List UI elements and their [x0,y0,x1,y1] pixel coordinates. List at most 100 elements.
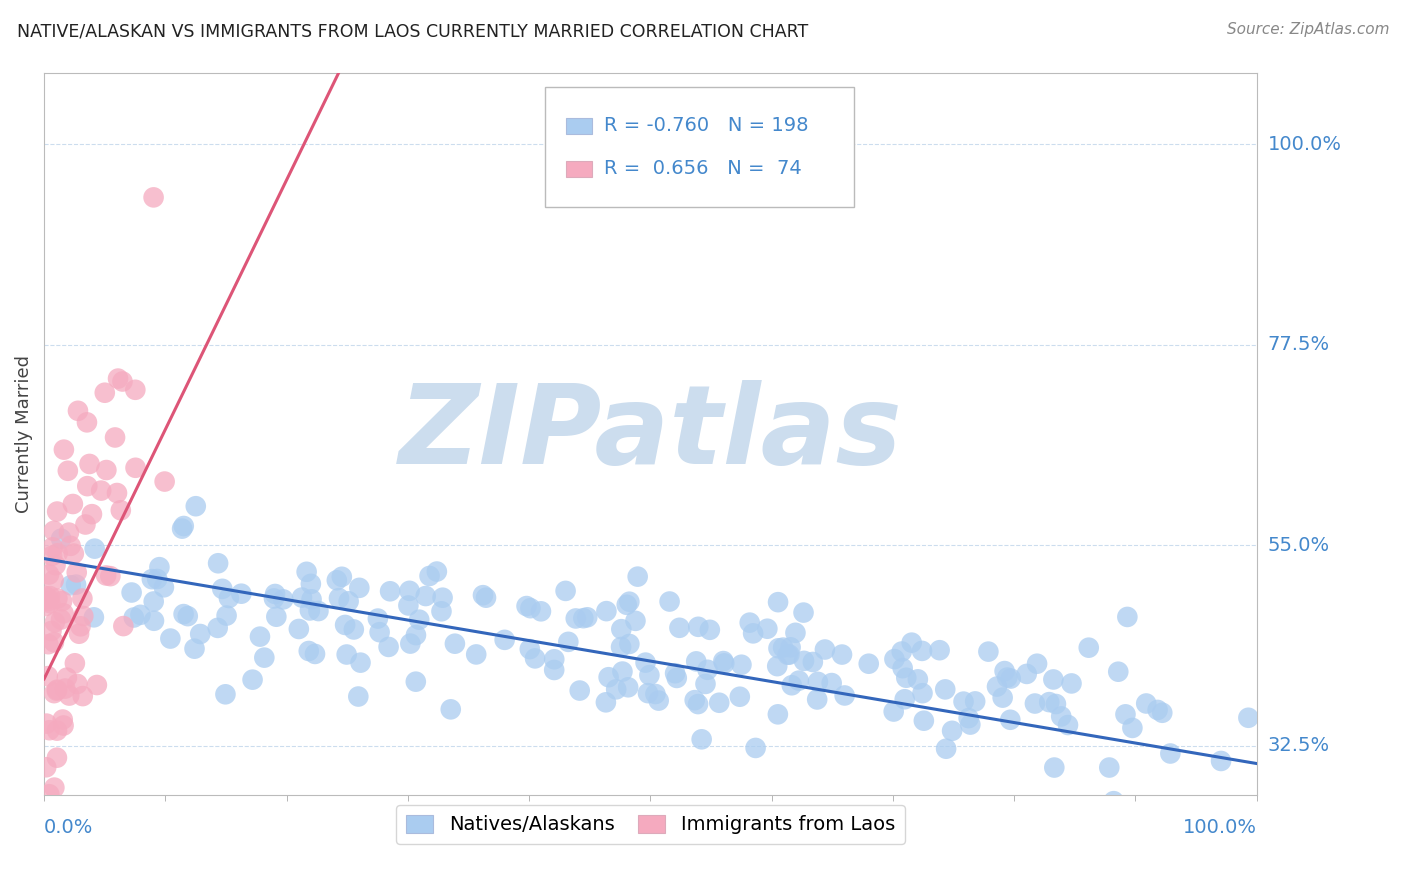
Point [766,595,789,609]
Point [1135,697,1157,711]
Point [291,591,314,605]
Point [80,507,103,521]
Point [215,608,238,623]
Point [153,475,176,489]
Point [44,780,66,795]
Point [96,463,118,477]
Point [52,713,75,727]
Point [688,620,710,634]
Point [911,644,934,658]
Text: R =  0.656   N =  74: R = 0.656 N = 74 [605,160,801,178]
Point [1098,760,1121,774]
Point [912,714,935,728]
Point [900,635,922,649]
Point [122,610,145,624]
Point [45,750,67,764]
Point [333,618,356,632]
Point [46,504,69,518]
Point [1038,695,1060,709]
Point [104,430,127,444]
Point [634,656,657,670]
Point [38,589,60,603]
Text: NATIVE/ALASKAN VS IMMIGRANTS FROM LAOS CURRENTLY MARRIED CORRELATION CHART: NATIVE/ALASKAN VS IMMIGRANTS FROM LAOS C… [17,22,808,40]
Point [959,717,981,731]
Point [231,587,253,601]
Point [619,595,641,609]
Point [42,686,65,700]
Point [624,614,647,628]
Point [709,696,731,710]
Point [49,532,72,546]
Point [891,661,914,675]
Point [66,677,89,691]
Point [34,589,56,603]
Point [744,740,766,755]
Point [326,574,349,588]
Point [298,644,321,658]
Point [440,702,463,716]
Point [430,604,453,618]
Point [1114,707,1136,722]
Point [766,707,789,722]
Point [42,524,65,538]
Point [408,613,430,627]
Point [49,613,72,627]
Point [415,589,437,603]
Point [530,604,553,618]
Point [69,619,91,633]
Point [66,404,89,418]
Point [683,693,706,707]
Point [66,566,89,580]
Point [173,519,195,533]
Point [1060,676,1083,690]
Point [129,607,152,622]
Point [35,716,58,731]
Text: R = -0.760   N = 198: R = -0.760 N = 198 [605,116,808,136]
Point [554,583,576,598]
Point [432,591,454,605]
Point [56,671,79,685]
Point [713,657,735,671]
Point [991,690,1014,705]
Point [86,678,108,692]
Point [45,558,67,573]
Point [399,637,422,651]
Point [347,690,370,704]
Point [37,637,59,651]
Point [328,591,350,606]
Text: 77.5%: 77.5% [1268,335,1330,354]
Point [288,622,311,636]
Text: ZIPatlas: ZIPatlas [398,380,903,487]
Point [94,568,117,582]
Point [619,637,641,651]
Point [834,689,856,703]
Point [893,692,915,706]
Legend: Natives/Alaskans, Immigrants from Laos: Natives/Alaskans, Immigrants from Laos [396,805,904,844]
Point [349,581,371,595]
Point [1116,610,1139,624]
Point [38,567,60,582]
Point [121,585,143,599]
Point [890,644,912,658]
Point [616,598,638,612]
Point [696,663,718,677]
Point [396,599,419,613]
Point [668,621,690,635]
Point [214,687,236,701]
Point [756,622,779,636]
Point [58,689,80,703]
Point [965,694,987,708]
Point [772,640,794,655]
Text: 32.5%: 32.5% [1268,736,1330,756]
FancyBboxPatch shape [565,161,592,177]
Point [405,628,427,642]
Point [148,560,170,574]
Point [112,619,135,633]
Point [44,615,66,630]
Point [52,718,75,732]
Point [766,659,789,673]
Point [690,732,713,747]
Point [699,623,721,637]
Point [141,572,163,586]
Point [1015,666,1038,681]
